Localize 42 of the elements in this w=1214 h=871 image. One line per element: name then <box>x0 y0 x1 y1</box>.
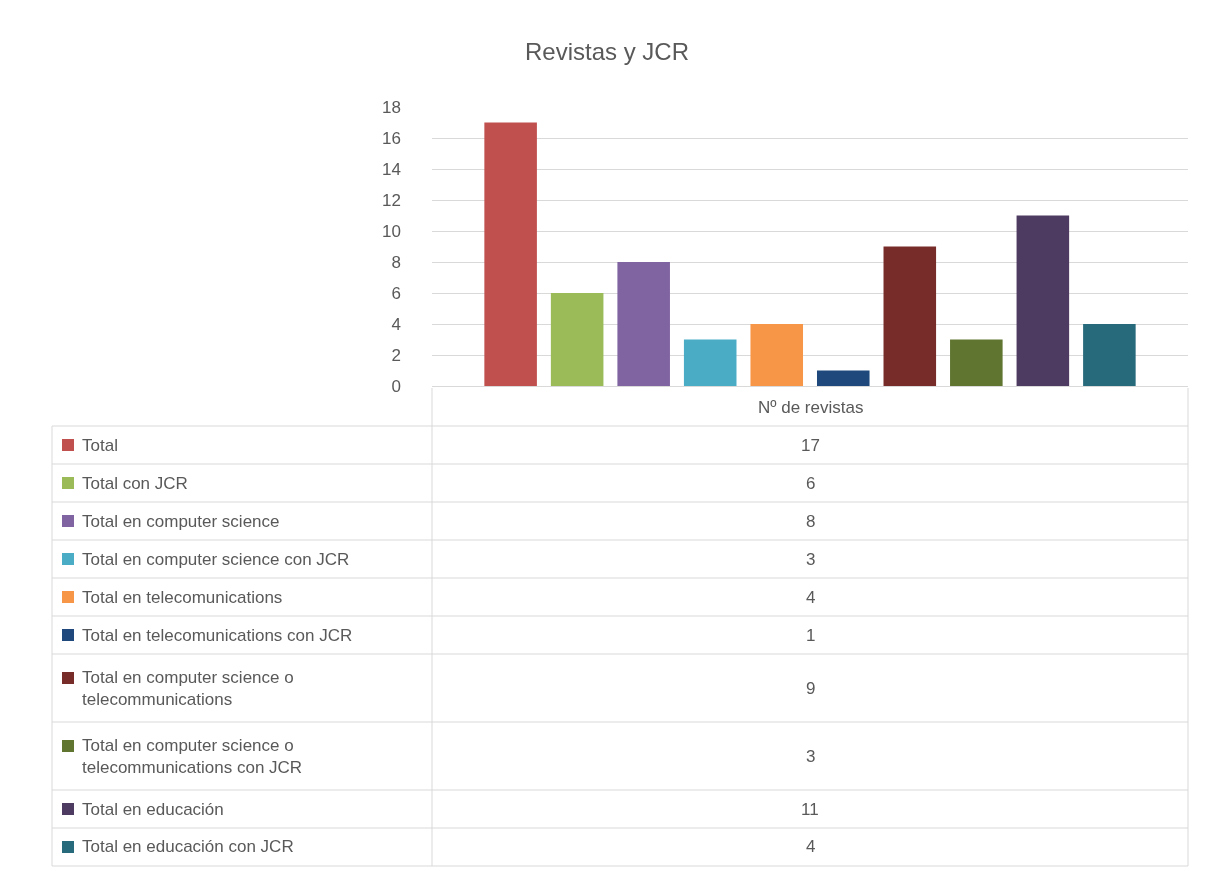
y-tick-label: 6 <box>391 283 401 303</box>
text: 8 <box>806 512 816 531</box>
y-tick-label: 12 <box>382 190 401 210</box>
bar <box>816 370 870 386</box>
y-tick-label: 16 <box>382 128 401 148</box>
legend-label: Total en telecomunications con JCR <box>82 626 353 645</box>
legend-label: Total <box>82 436 118 455</box>
y-tick-label: 8 <box>391 252 401 272</box>
bar <box>750 324 804 386</box>
text: 4 <box>806 837 816 856</box>
legend-label: Total en computer science o telecommunications <box>82 668 294 710</box>
bar <box>1083 324 1136 386</box>
y-tick-label: 2 <box>391 345 401 365</box>
y-tick-label: 14 <box>382 159 401 179</box>
legend-label: Total en computer science <box>82 512 280 531</box>
bar <box>1016 215 1070 386</box>
bar <box>550 293 604 386</box>
text: 6 <box>806 474 816 493</box>
bar <box>950 339 1003 386</box>
bar <box>617 262 670 386</box>
x-tick-label: Nº de revistas <box>758 398 864 417</box>
bar <box>883 246 937 386</box>
y-tick-label: 4 <box>391 314 401 334</box>
text: 4 <box>806 588 816 607</box>
legend-label: Total con JCR <box>82 474 188 493</box>
y-tick-label: 10 <box>382 221 401 241</box>
text: 3 <box>806 550 816 569</box>
bar <box>484 122 537 386</box>
legend-label: Total en computer science o telecommunications con JCR <box>82 736 303 778</box>
bar <box>683 339 737 386</box>
text: 17 <box>801 436 820 455</box>
text: 1 <box>806 626 816 645</box>
legend-label: Total en educación con JCR <box>82 837 294 856</box>
legend-label: Total en educación <box>82 800 224 819</box>
text: 9 <box>806 679 816 698</box>
chart-title: Revistas y JCR <box>524 38 690 66</box>
text: 3 <box>806 747 816 766</box>
legend-label: Total en telecomunications <box>82 588 283 607</box>
y-tick-label: 0 <box>391 376 401 396</box>
text: 11 <box>801 800 819 819</box>
legend-label: Total en computer science con JCR <box>82 550 350 569</box>
y-tick-label: 18 <box>382 97 401 117</box>
